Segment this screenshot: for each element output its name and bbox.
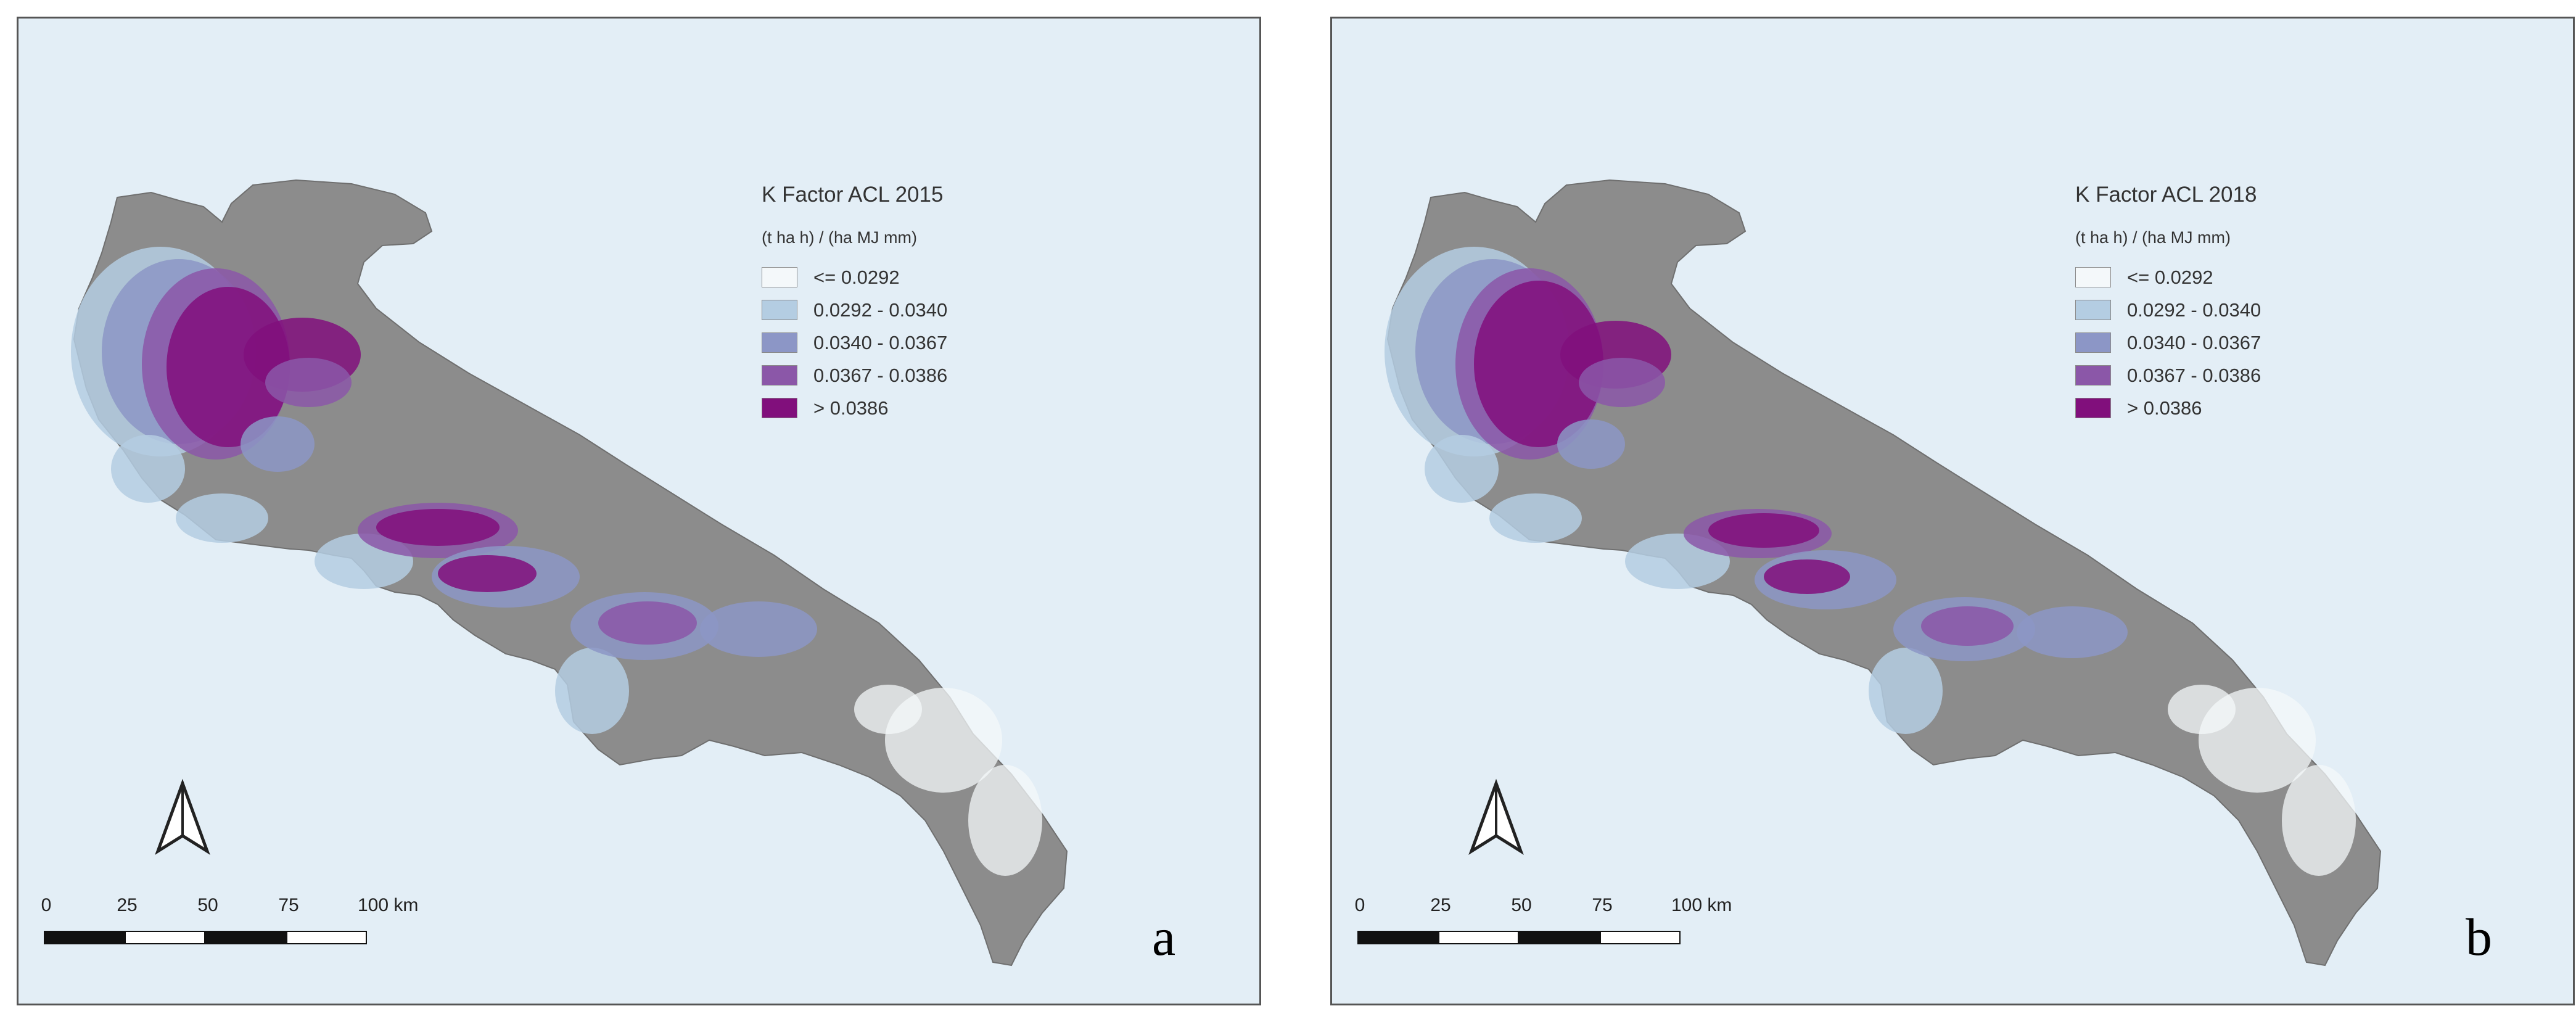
k-class-5-patch (1474, 281, 1603, 447)
k-class-5-patch (438, 555, 537, 592)
k-class-4-patch (1579, 358, 1665, 407)
class-patches (71, 247, 1042, 876)
scale-tick-label: 75 (1592, 895, 1613, 915)
scale-tick-label: 25 (117, 895, 138, 915)
legend-item-1: <= 0.0292 (762, 261, 947, 294)
k-class-2-patch (176, 493, 268, 543)
legend-label: > 0.0386 (2127, 397, 2202, 419)
k-class-2-patch (1489, 493, 1582, 543)
legend-swatch (2075, 267, 2111, 287)
k-class-5-patch (1764, 559, 1850, 594)
map-panel-b: K Factor ACL 2018 (t ha h) / (ha MJ mm) … (1330, 17, 2575, 1005)
legend-swatch (2075, 398, 2111, 418)
legend: K Factor ACL 2018 (t ha h) / (ha MJ mm) … (2075, 183, 2261, 424)
k-class-1-patch (2282, 765, 2356, 876)
legend-swatch (762, 332, 797, 353)
legend-label: 0.0340 - 0.0367 (2127, 331, 2261, 353)
scale-tick-label: 100 km (357, 895, 419, 915)
k-class-2-patch (555, 648, 629, 734)
k-class-5-patch (167, 287, 290, 447)
legend-units: (t ha h) / (ha MJ mm) (2075, 228, 2231, 247)
scale-tick-label: 0 (1354, 895, 1365, 915)
k-class-4-patch (265, 358, 352, 407)
scale-segment (286, 931, 367, 944)
legend-item-2: 0.0292 - 0.0340 (2075, 294, 2261, 326)
legend-item-4: 0.0367 - 0.0386 (2075, 359, 2261, 392)
scale-segment (1357, 931, 1438, 944)
k-class-4-patch (598, 601, 697, 645)
legend-title: K Factor ACL 2018 (2075, 183, 2257, 207)
k-class-1-patch (2168, 685, 2236, 734)
legend-label: 0.0292 - 0.0340 (2127, 299, 2261, 321)
legend-swatch (2075, 332, 2111, 353)
legend-item-2: 0.0292 - 0.0340 (762, 294, 947, 326)
scale-segment (44, 931, 125, 944)
scale-tick-label: 100 km (1671, 895, 1732, 915)
map-panel-a: K Factor ACL 2015 (t ha h) / (ha MJ mm) … (17, 17, 1261, 1005)
scale-segment (1519, 931, 1600, 944)
scale-segment (1600, 931, 1681, 944)
legend-title: K Factor ACL 2015 (762, 183, 944, 207)
k-class-2-patch (111, 435, 185, 503)
class-patches (1385, 247, 2356, 876)
legend-item-5: > 0.0386 (762, 392, 947, 424)
legend-swatch (2075, 300, 2111, 320)
k-class-3-patch (2017, 606, 2128, 658)
legend-swatch (762, 365, 797, 386)
scale-bar: 0 25 50 75 100 km (41, 895, 418, 944)
k-class-5-patch (376, 509, 500, 546)
legend-label: 0.0367 - 0.0386 (2127, 364, 2261, 386)
legend: K Factor ACL 2015 (t ha h) / (ha MJ mm) … (762, 183, 947, 424)
k-class-1-patch (968, 765, 1042, 876)
legend-swatch (2075, 365, 2111, 386)
k-class-5-patch (1708, 513, 1819, 548)
map-canvas (1332, 19, 2573, 1004)
scale-tick-label: 50 (197, 895, 218, 915)
k-class-3-patch (241, 416, 315, 472)
scale-segment (205, 931, 286, 944)
legend-item-3: 0.0340 - 0.0367 (762, 326, 947, 359)
legend-label: > 0.0386 (813, 397, 889, 419)
scale-segment (1438, 931, 1519, 944)
panel-letter: b (2466, 907, 2492, 967)
legend-item-4: 0.0367 - 0.0386 (762, 359, 947, 392)
legend-label: <= 0.0292 (813, 266, 900, 288)
scale-tick-label: 50 (1511, 895, 1532, 915)
scale-tick-label: 75 (278, 895, 299, 915)
k-class-4-patch (1921, 606, 2014, 646)
north-arrow (155, 778, 210, 855)
legend-item-1: <= 0.0292 (2075, 261, 2261, 294)
legend-label: 0.0340 - 0.0367 (813, 331, 948, 353)
legend-swatch (762, 267, 797, 287)
legend-label: 0.0367 - 0.0386 (813, 364, 948, 386)
k-class-1-patch (854, 685, 922, 734)
k-class-3-patch (1557, 419, 1625, 469)
panel-letter: a (1152, 907, 1176, 967)
k-class-2-patch (1869, 648, 1943, 734)
scale-tick-label: 0 (41, 895, 52, 915)
legend-label: 0.0292 - 0.0340 (813, 299, 948, 321)
scale-segment (125, 931, 205, 944)
k-class-3-patch (700, 601, 817, 657)
legend-item-3: 0.0340 - 0.0367 (2075, 326, 2261, 359)
legend-label: <= 0.0292 (2127, 266, 2213, 288)
legend-item-5: > 0.0386 (2075, 392, 2261, 424)
scale-tick-label: 25 (1430, 895, 1451, 915)
north-arrow (1468, 778, 1524, 855)
legend-swatch (762, 300, 797, 320)
legend-units: (t ha h) / (ha MJ mm) (762, 228, 918, 247)
map-canvas (19, 19, 1259, 1004)
legend-swatch (762, 398, 797, 418)
scale-bar: 0 25 50 75 100 km (1354, 895, 1732, 944)
k-class-2-patch (1425, 435, 1499, 503)
